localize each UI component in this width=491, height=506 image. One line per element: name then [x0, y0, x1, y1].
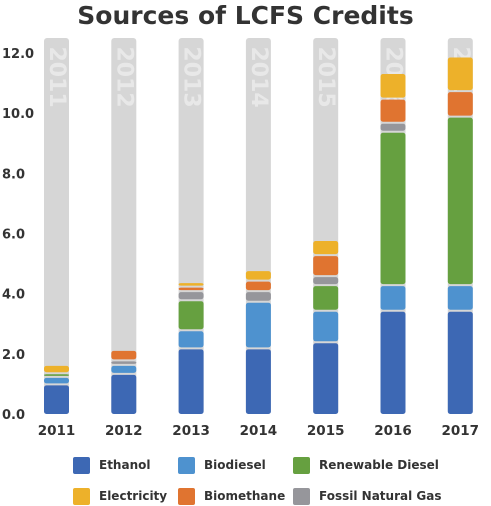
bar-segment — [178, 292, 204, 300]
bar-segment — [245, 281, 271, 291]
bar-segment — [380, 74, 406, 98]
bar-segment — [245, 349, 271, 414]
x-tick-label: 2015 — [307, 423, 345, 439]
bar-segment — [313, 241, 339, 255]
bar-segment — [313, 256, 339, 276]
bar-segment — [44, 374, 69, 376]
bar-segment — [447, 57, 473, 91]
watermark-year: 2013 — [179, 46, 204, 107]
bar-segment — [447, 117, 473, 285]
legend-label-biomethane: Biomethane — [204, 489, 286, 503]
bar-segment — [313, 286, 339, 310]
legend-item-electricity: Electricity — [73, 486, 167, 506]
legend-label-biodiesel: Biodiesel — [204, 458, 266, 472]
y-tick-label: 4.0 — [2, 288, 25, 303]
legend-item-ethanol: Ethanol — [73, 455, 150, 475]
bar-segment — [447, 92, 473, 116]
bar-segment — [313, 277, 339, 285]
legend-swatch-renewable-diesel — [293, 456, 310, 474]
legend-label-fossil-natural-gas: Fossil Natural Gas — [319, 489, 442, 503]
bar-segment — [245, 292, 271, 301]
watermark-year: 2012 — [111, 46, 136, 107]
background-bar — [44, 37, 69, 414]
bar-segment — [380, 311, 406, 414]
x-tick-label: 2016 — [374, 423, 412, 439]
bar-segment — [178, 283, 204, 286]
bar-segment — [178, 301, 204, 330]
y-tick-label: 0.0 — [2, 408, 25, 423]
watermark-year: 2015 — [313, 46, 338, 107]
bar-segment — [245, 271, 271, 280]
stacked-bar-chart: 0.0 2.0 4.0 6.0 8.0 10.0 12.0 2011 2011 2012 2012 2… — [2, 37, 480, 439]
background-bar — [111, 37, 137, 414]
watermark-year: 2011 — [44, 46, 69, 107]
chart-title: Sources of LCFS Credits — [77, 1, 414, 30]
bar-segment — [447, 286, 473, 310]
bar-segment — [245, 302, 271, 348]
bar-segment — [313, 343, 339, 414]
legend-label-ethanol: Ethanol — [99, 458, 151, 472]
bar-segment — [313, 311, 339, 342]
bar-segment — [380, 99, 406, 122]
bar-segment — [44, 385, 69, 414]
legend-swatch-fossil-natural-gas — [293, 487, 310, 505]
bar-segment — [111, 361, 137, 364]
x-tick-label: 2013 — [172, 423, 210, 439]
bar-segment — [178, 331, 204, 348]
bar-segment — [447, 311, 473, 414]
y-tick-label: 10.0 — [2, 107, 34, 122]
x-tick-label: 2012 — [105, 423, 143, 439]
y-tick-label: 2.0 — [2, 348, 25, 363]
y-tick-label: 6.0 — [2, 228, 25, 243]
legend-swatch-biodiesel — [178, 456, 195, 474]
legend-swatch-ethanol — [73, 456, 90, 474]
bar-segment — [111, 374, 137, 414]
legend-item-biomethane: Biomethane — [178, 486, 285, 506]
legend-label-electricity: Electricity — [99, 489, 168, 503]
y-tick-label: 8.0 — [2, 167, 25, 182]
bar-segment — [178, 349, 204, 414]
legend-label-renewable-diesel: Renewable Diesel — [319, 458, 439, 472]
x-tick-label: 2017 — [442, 423, 480, 439]
bar-segment — [111, 365, 137, 373]
legend-item-biodiesel: Biodiesel — [178, 455, 266, 475]
y-tick-label: 12.0 — [2, 47, 34, 62]
bar-segment — [44, 377, 69, 384]
bar-segment — [380, 132, 406, 285]
x-tick-label: 2011 — [38, 423, 76, 439]
bar-segment — [111, 350, 137, 360]
legend-item-renewable-diesel: Renewable Diesel — [293, 455, 439, 475]
legend-item-fossil-natural-gas: Fossil Natural Gas — [293, 486, 441, 506]
watermark-year: 2014 — [246, 46, 271, 107]
bar-segment — [178, 287, 204, 291]
bar-segment — [44, 365, 69, 373]
bar-segment — [380, 286, 406, 310]
x-tick-label: 2014 — [240, 423, 278, 439]
legend-swatch-electricity — [73, 487, 90, 505]
bar-segment — [380, 123, 406, 131]
legend-swatch-biomethane — [178, 487, 195, 505]
